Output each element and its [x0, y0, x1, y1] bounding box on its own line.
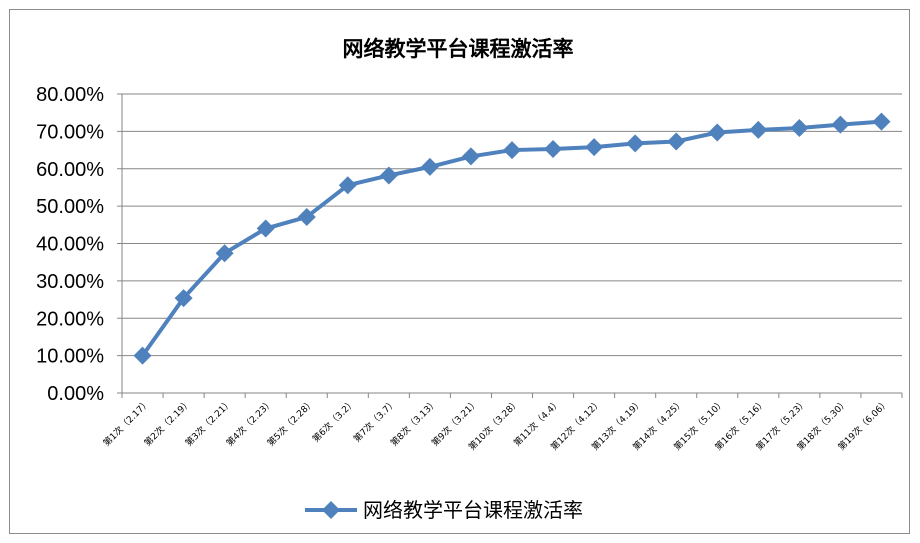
y-tick-label: 50.00%	[36, 196, 104, 218]
y-tick-label: 30.00%	[36, 271, 104, 293]
legend-label: 网络教学平台课程激活率	[363, 498, 583, 522]
data-point	[379, 166, 398, 185]
y-tick-label: 0.00%	[47, 383, 104, 405]
y-tick-label: 80.00%	[36, 84, 104, 106]
data-point	[297, 207, 316, 226]
data-point	[503, 141, 521, 160]
x-axis-ticks: 第1次（2.17）第2次（2.19）第3次（2.21）第4次（2.23）第5次（…	[100, 397, 891, 453]
chart-frame	[9, 9, 910, 534]
data-point	[872, 112, 891, 131]
data-point	[790, 119, 809, 138]
x-tick-label: 第7次（3.7）	[351, 397, 399, 445]
data-point	[174, 289, 193, 308]
y-tick-label: 40.00%	[36, 234, 104, 256]
chart-title: 网络教学平台课程激活率	[343, 37, 574, 61]
y-axis-ticks: 0.00% 10.00% 20.00% 30.00% 40.00% 50.00% 60.00…	[36, 84, 104, 405]
data-point	[544, 139, 563, 158]
gridlines	[122, 93, 902, 357]
y-tick-label: 20.00%	[36, 308, 104, 330]
y-tick-label: 60.00%	[36, 159, 104, 181]
data-point	[256, 219, 275, 238]
data-point	[133, 346, 152, 365]
data-point	[420, 157, 439, 176]
legend-marker	[322, 501, 340, 519]
data-point	[626, 134, 645, 153]
data-point	[461, 147, 480, 166]
data-point	[831, 115, 850, 134]
x-tick-label: 第6次（3.2）	[310, 397, 358, 445]
axes	[117, 93, 903, 398]
y-tick-label: 10.00%	[36, 346, 104, 368]
data-point	[708, 123, 727, 142]
series	[133, 112, 891, 365]
data-point	[667, 132, 686, 151]
data-point	[749, 120, 768, 139]
legend: 网络教学平台课程激活率	[305, 498, 583, 522]
data-point	[338, 176, 357, 195]
data-point	[215, 244, 234, 263]
y-tick-label: 70.00%	[36, 121, 104, 143]
data-point	[585, 138, 604, 157]
